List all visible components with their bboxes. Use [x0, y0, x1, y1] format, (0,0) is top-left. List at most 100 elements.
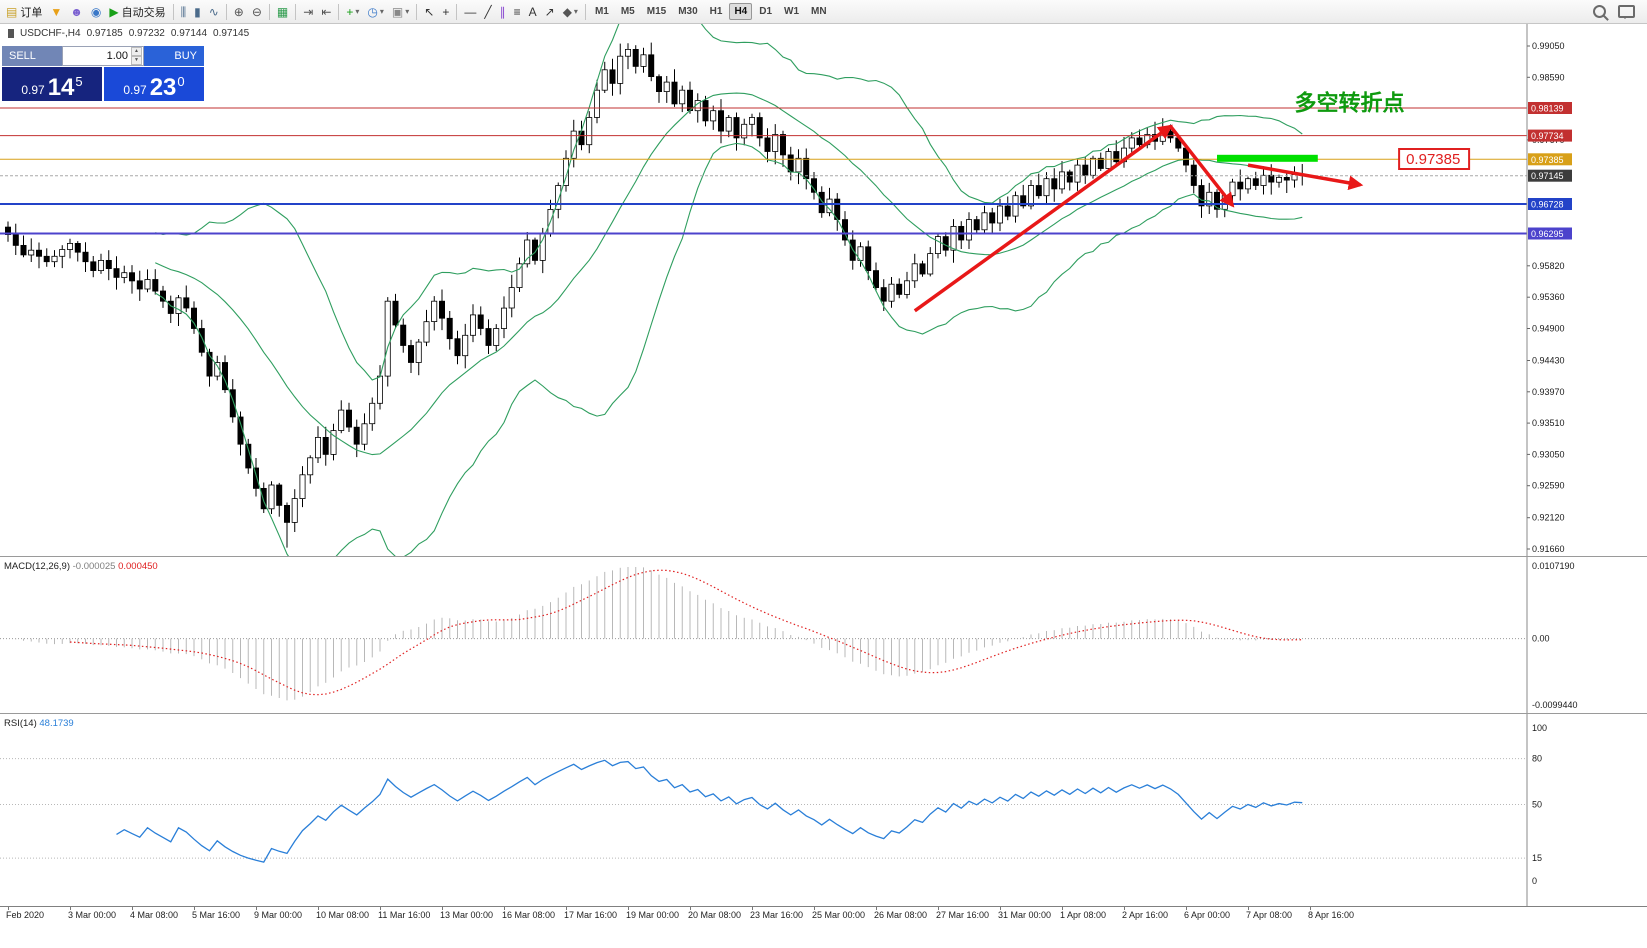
price-tick: 0.93970 — [1532, 387, 1565, 397]
price-badge-text: 0.98139 — [1531, 104, 1564, 114]
turning-point-label[interactable]: 多空转折点 — [1295, 91, 1405, 116]
price-tick: 0.94430 — [1532, 356, 1565, 366]
bollinger-bands — [154, 24, 1303, 556]
template-button[interactable]: ▣ ▾ — [389, 2, 412, 22]
bar-chart-button[interactable]: ⫼ — [178, 2, 190, 22]
channel-button[interactable]: ∥ — [497, 2, 509, 22]
community-button[interactable]: ◉ — [88, 2, 104, 22]
text-icon: A — [528, 4, 537, 19]
line-chart-button[interactable]: ∿ — [206, 2, 222, 22]
profile-icon: ☻ — [70, 4, 83, 19]
macd-signal-line — [69, 569, 1303, 696]
profile-button[interactable]: ☻ — [67, 2, 86, 22]
time-tick — [628, 907, 629, 910]
time-tick — [938, 907, 939, 910]
funnel-button[interactable]: ▼ — [47, 2, 65, 22]
trendline-icon: ╱ — [484, 4, 492, 19]
shapes-button[interactable]: ◆ ▾ — [560, 2, 581, 22]
funnel-icon: ▼ — [50, 4, 63, 19]
line-chart-icon: ∿ — [208, 4, 219, 19]
candlestick-chart-button[interactable]: ▮ — [191, 2, 204, 22]
price-axis[interactable]: 0.990500.985900.976700.958200.953600.949… — [1526, 24, 1572, 556]
buy-button[interactable]: BUY — [144, 46, 204, 66]
price-tick: 0.98590 — [1532, 72, 1565, 82]
chart-shift-button[interactable]: ⇤ — [318, 2, 334, 22]
time-label: 10 Mar 08:00 — [316, 910, 370, 920]
timeframe-m30[interactable]: M30 — [678, 6, 698, 17]
timeframe-mn[interactable]: MN — [811, 6, 827, 17]
auto-scroll-button[interactable]: ⇥ — [300, 2, 316, 22]
trend-arrow-1[interactable] — [913, 124, 1173, 313]
sell-button[interactable]: SELL — [2, 46, 62, 66]
period-button[interactable]: ◷ ▾ — [364, 2, 387, 22]
price-badge-0.97734 — [1528, 129, 1572, 142]
timeframe-m15[interactable]: M15 — [646, 6, 667, 17]
timeframe-h1[interactable]: H1 — [709, 6, 723, 17]
price-badge-0.98139 — [1528, 102, 1572, 114]
timeframe-w1[interactable]: W1 — [784, 6, 800, 17]
bollinger-middle — [155, 92, 1303, 456]
buy-price-sup: 0 — [177, 74, 185, 89]
volume-value[interactable]: 1.00 — [106, 50, 128, 62]
toolbar-separator — [456, 3, 458, 20]
price-badge-text: 0.96295 — [1531, 229, 1564, 239]
price-callout-box[interactable] — [1398, 148, 1471, 170]
sell-price-box[interactable]: 0.97 14 5 — [2, 67, 102, 101]
price-tick: 0.94900 — [1532, 324, 1565, 334]
period-icon: ◷ — [367, 4, 378, 19]
zoom-out-button[interactable]: ⊖ — [249, 2, 265, 22]
chat-icon[interactable] — [1618, 5, 1635, 19]
tile-windows-button[interactable]: ▦ — [274, 2, 291, 22]
new-order-button[interactable]: ▤ 订单 — [3, 2, 45, 22]
timeframe-m1[interactable]: M1 — [594, 6, 609, 17]
toolbar-separator — [295, 3, 297, 20]
macd-label: MACD(12,26,9) -0.000025 0.000450 — [4, 561, 158, 572]
trendline-button[interactable]: ╱ — [481, 2, 494, 22]
ohlc-close: 0.97145 — [213, 28, 250, 39]
cursor-button[interactable]: ↖ — [421, 2, 437, 22]
trend-arrow-3[interactable] — [1247, 163, 1364, 191]
horizontal-line-icon: — — [464, 4, 477, 19]
add-indicator-button[interactable]: + ▾ — [343, 2, 362, 22]
timeframe-d1[interactable]: D1 — [759, 6, 773, 17]
horizontal-levels[interactable] — [0, 107, 1527, 235]
horizontal-line-button[interactable]: — — [461, 2, 479, 22]
fibonacci-icon: ≡ — [513, 4, 521, 19]
timeframe-m5[interactable]: M5 — [620, 6, 635, 17]
time-label: 2 Apr 16:00 — [1122, 910, 1169, 920]
autotrading-button-label: 自动交易 — [121, 6, 166, 19]
volume-spinner[interactable]: ▲ ▼ — [131, 47, 142, 65]
volume-input[interactable]: 1.00 ▲ ▼ — [62, 46, 144, 66]
autotrading-button[interactable]: ▶ 自动交易 — [106, 2, 168, 22]
spinner-down-icon[interactable]: ▼ — [131, 56, 142, 65]
time-label: 16 Mar 08:00 — [502, 910, 556, 920]
candle-series — [5, 42, 1306, 548]
macd-indicator-panel[interactable]: MACD(12,26,9) -0.000025 0.000450 0.010719… — [0, 556, 1647, 713]
arrows-tool-button[interactable]: ↗ — [542, 2, 558, 22]
bollinger-lower — [154, 142, 1303, 556]
trend-arrow-2[interactable] — [1169, 125, 1235, 208]
time-tick — [504, 907, 505, 910]
search-icon[interactable] — [1593, 5, 1606, 18]
buy-price-box[interactable]: 0.97 23 0 — [104, 67, 204, 101]
time-tick — [814, 907, 815, 910]
time-tick — [194, 907, 195, 910]
green-zone-highlight[interactable] — [1217, 154, 1318, 162]
rsi-indicator-panel[interactable]: RSI(14) 48.1739 100 80 50 15 0 — [0, 713, 1647, 906]
rsi-label: RSI(14) 48.1739 — [4, 718, 74, 729]
time-label: 5 Mar 16:00 — [192, 910, 241, 920]
sell-price-big: 14 — [47, 74, 75, 101]
macd-histogram — [15, 567, 1303, 701]
toolbar-separator — [416, 3, 418, 20]
fibonacci-button[interactable]: ≡ — [511, 2, 524, 22]
spinner-up-icon[interactable]: ▲ — [131, 47, 142, 56]
annotations: 多空转折点 0.97385 — [913, 91, 1471, 313]
zoom-out-icon: ⊖ — [251, 4, 262, 19]
crosshair-button[interactable]: + — [439, 2, 452, 22]
zoom-in-button[interactable]: ⊕ — [231, 2, 247, 22]
time-axis: Feb 2020 3 Mar 00:00 4 Mar 08:00 5 Mar 16:0… — [0, 906, 1647, 948]
text-button[interactable]: A — [526, 2, 540, 22]
ohlc-low: 0.97144 — [170, 28, 208, 39]
timeframe-h4[interactable]: H4 — [729, 3, 753, 20]
